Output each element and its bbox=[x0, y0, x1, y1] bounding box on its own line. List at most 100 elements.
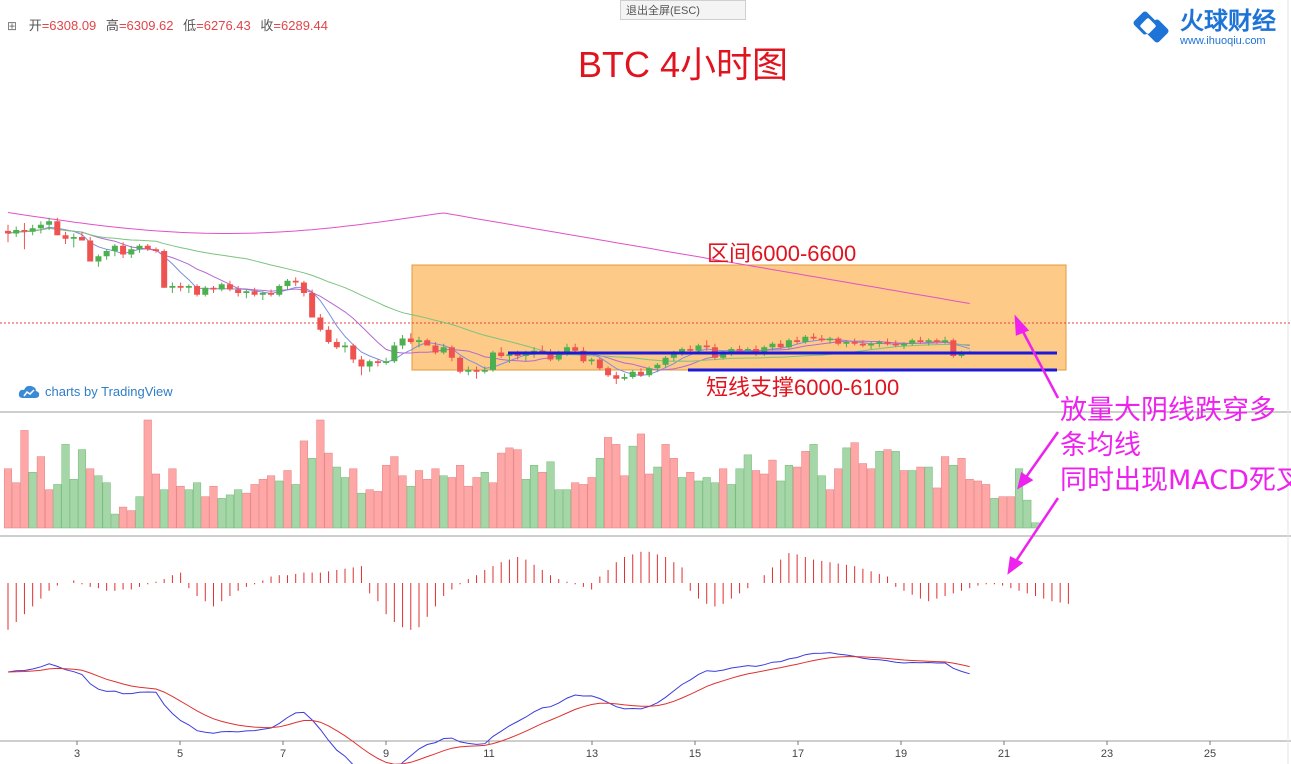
volume-bar bbox=[77, 449, 87, 529]
volume-bar bbox=[69, 478, 78, 529]
volume-bar bbox=[587, 477, 596, 529]
candle-body bbox=[876, 342, 883, 344]
chart-title: BTC 4小时图 bbox=[578, 44, 789, 85]
candle bbox=[851, 338, 858, 346]
volume-bar bbox=[234, 489, 243, 529]
ma-mid-line bbox=[7, 227, 970, 371]
candle-body bbox=[695, 345, 702, 351]
candle-body bbox=[120, 245, 127, 255]
candle-body bbox=[218, 284, 225, 290]
volume-bar bbox=[447, 477, 456, 529]
volume-bar bbox=[308, 458, 317, 529]
brand-logo[interactable]: 火球财经 www.ihuoqiu.com bbox=[1130, 8, 1276, 48]
candle-body bbox=[325, 329, 332, 342]
candle-body bbox=[563, 347, 570, 353]
candle bbox=[465, 366, 472, 376]
cloud-icon bbox=[18, 385, 40, 398]
ohlc-toggle-icon[interactable]: ⊞ bbox=[7, 19, 18, 33]
candle-body bbox=[769, 343, 776, 348]
volume-bar bbox=[217, 498, 226, 529]
volume-bar bbox=[53, 484, 62, 529]
candle bbox=[424, 338, 431, 346]
candle bbox=[769, 342, 776, 351]
candle-body bbox=[358, 359, 365, 367]
candle bbox=[547, 349, 554, 362]
volume-bar bbox=[86, 468, 95, 529]
candle-body bbox=[70, 237, 77, 239]
candle-body bbox=[62, 235, 69, 239]
x-tick-label: 19 bbox=[895, 748, 907, 760]
candle-body bbox=[136, 245, 143, 250]
candle bbox=[909, 338, 916, 346]
candle-body bbox=[111, 245, 118, 251]
x-tick-label: 3 bbox=[74, 748, 80, 760]
candle bbox=[621, 373, 628, 381]
candle-body bbox=[555, 352, 562, 360]
candle-body bbox=[950, 340, 957, 356]
candle bbox=[152, 247, 159, 253]
volume-bar bbox=[283, 470, 292, 529]
candle bbox=[802, 335, 809, 344]
volume-bar bbox=[143, 419, 152, 529]
candle-body bbox=[29, 228, 36, 232]
candle-body bbox=[802, 336, 809, 342]
candle bbox=[87, 237, 94, 262]
candle-body bbox=[103, 251, 110, 257]
tradingview-watermark[interactable]: charts by TradingView bbox=[18, 384, 173, 399]
candle-body bbox=[457, 357, 464, 372]
x-tick-label: 21 bbox=[998, 748, 1010, 760]
volume-bar bbox=[924, 466, 933, 529]
candle bbox=[399, 335, 406, 349]
volume-bar bbox=[36, 456, 45, 529]
candle-body bbox=[703, 345, 710, 348]
candle bbox=[111, 244, 118, 257]
candle-body bbox=[909, 340, 916, 344]
volume-bar bbox=[719, 468, 728, 529]
volume-bar bbox=[12, 482, 21, 529]
volume-bar bbox=[119, 506, 128, 529]
volume-bar bbox=[168, 468, 177, 529]
x-tick-label: 23 bbox=[1101, 748, 1113, 760]
candle bbox=[194, 284, 201, 297]
volume-bar bbox=[686, 472, 695, 529]
volume-bar bbox=[957, 458, 966, 529]
candle-body bbox=[720, 352, 727, 358]
candle bbox=[46, 217, 53, 230]
tradingview-label: charts by TradingView bbox=[45, 384, 173, 399]
candle-body bbox=[843, 342, 850, 344]
candle-body bbox=[152, 249, 159, 251]
x-tick-label: 11 bbox=[483, 748, 494, 760]
volume-bar bbox=[735, 468, 744, 529]
candle bbox=[448, 345, 455, 362]
candle bbox=[917, 336, 924, 344]
candle bbox=[366, 359, 373, 372]
volume-bar bbox=[710, 482, 719, 529]
volume-bar bbox=[965, 478, 974, 529]
candle bbox=[136, 244, 143, 253]
candle bbox=[440, 343, 447, 355]
volume-bar bbox=[340, 477, 350, 529]
candle bbox=[300, 280, 307, 297]
volume-bar bbox=[530, 465, 539, 529]
candle-body bbox=[900, 343, 907, 346]
candle-body bbox=[728, 349, 735, 353]
candle bbox=[473, 366, 480, 379]
candle-body bbox=[432, 345, 439, 353]
volume-bar bbox=[414, 470, 424, 529]
ma-long-line bbox=[7, 212, 970, 304]
candle-body bbox=[251, 291, 258, 295]
candle-body bbox=[243, 291, 250, 293]
exit-fullscreen-button[interactable]: 退出全屏(ESC) bbox=[620, 0, 746, 20]
arrow-volume bbox=[1017, 431, 1060, 490]
candle-body bbox=[383, 361, 390, 363]
volume-bar bbox=[858, 463, 867, 529]
candlesticks bbox=[5, 217, 973, 384]
volume-bar bbox=[193, 482, 202, 529]
volume-bar bbox=[160, 489, 169, 529]
candle-body bbox=[489, 352, 496, 370]
candle bbox=[325, 326, 332, 344]
candle-body bbox=[687, 349, 694, 351]
candle-body bbox=[194, 286, 201, 295]
volume-bar bbox=[702, 477, 711, 529]
